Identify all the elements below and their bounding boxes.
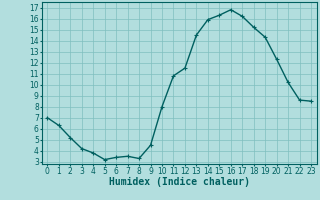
X-axis label: Humidex (Indice chaleur): Humidex (Indice chaleur): [109, 177, 250, 187]
